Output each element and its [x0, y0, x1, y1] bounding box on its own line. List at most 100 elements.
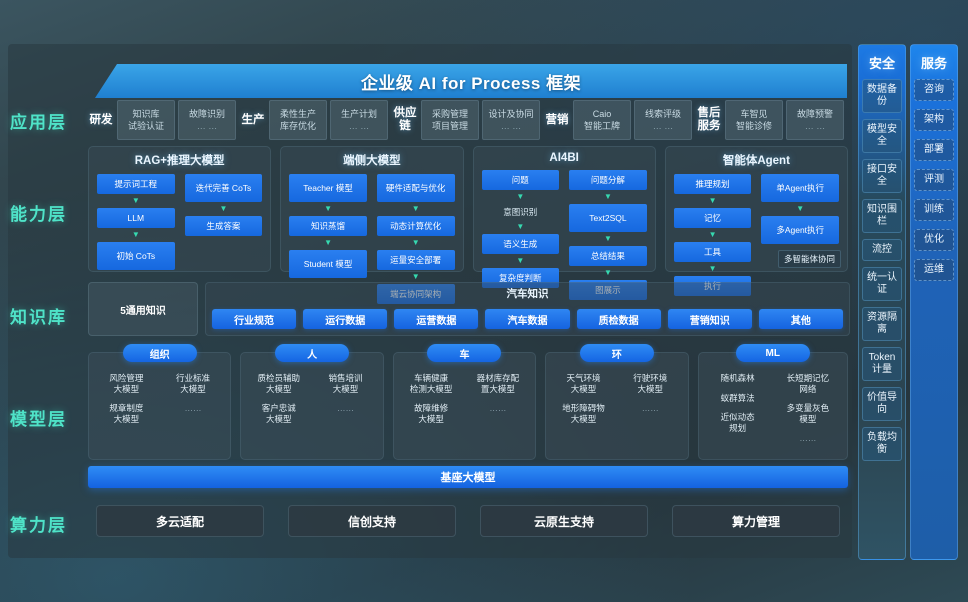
- knowledge-pill[interactable]: 行业规范: [212, 309, 297, 329]
- knowledge-pill[interactable]: 营销知识: [667, 309, 752, 329]
- application-cell-line2: … …: [348, 120, 370, 131]
- model-item[interactable]: 销售培训 大模型: [328, 373, 363, 394]
- model-card-cap[interactable]: 组织: [122, 344, 197, 362]
- model-card-cap[interactable]: 车: [427, 344, 502, 362]
- application-cell[interactable]: 线索评级… …: [634, 100, 692, 140]
- service-item[interactable]: 评测: [914, 169, 954, 191]
- model-item[interactable]: 多变量灰色 模型: [786, 403, 830, 424]
- security-item[interactable]: 知识围栏: [862, 199, 902, 233]
- capability-node[interactable]: 单Agent执行: [761, 174, 839, 202]
- arrow-down-icon: ▼: [796, 204, 805, 213]
- model-item[interactable]: 长短期记忆 网络: [786, 373, 830, 394]
- compute-button[interactable]: 云原生支持: [480, 505, 648, 537]
- model-item[interactable]: 故障维修 大模型: [414, 403, 449, 424]
- compute-button[interactable]: 算力管理: [672, 505, 840, 537]
- application-cell-line1: 设计及协同: [488, 108, 534, 119]
- model-item[interactable]: 地形障碍物 大模型: [562, 403, 605, 424]
- capability-node[interactable]: 语义生成: [481, 234, 560, 254]
- model-item[interactable]: 行驶环境 大模型: [633, 373, 668, 394]
- capability-node[interactable]: 问题: [481, 170, 560, 190]
- application-cell[interactable]: 生产计划… …: [330, 100, 388, 140]
- model-item[interactable]: 器材库存配 置大模型: [476, 373, 520, 394]
- capability-node[interactable]: 推理规划: [673, 174, 752, 194]
- capability-node[interactable]: Student 模型: [289, 250, 367, 278]
- capability-node-plain[interactable]: 意图识别: [503, 207, 538, 217]
- model-item[interactable]: 车辆健康 检测大模型: [409, 373, 453, 394]
- model-item[interactable]: 随机森林: [720, 373, 755, 383]
- security-item[interactable]: 负载均衡: [862, 427, 902, 461]
- service-item[interactable]: 部署: [914, 139, 954, 161]
- knowledge-domain-title: 汽车知识: [506, 288, 549, 300]
- model-item[interactable]: ……: [799, 433, 817, 443]
- service-item[interactable]: 训练: [914, 199, 954, 221]
- application-cell[interactable]: 知识库 试验认证: [117, 100, 175, 140]
- application-cell[interactable]: 车智见 智能诊修: [725, 100, 783, 140]
- capability-card-body: Teacher 模型 ▼ 知识蒸馏 ▼ Student 模型 硬件适配与优化 ▼ 动态计算优化…: [281, 168, 462, 304]
- application-cell[interactable]: 故障预警… …: [786, 100, 844, 140]
- capability-node[interactable]: 总结结果: [569, 246, 647, 266]
- capability-node[interactable]: 工具: [673, 242, 752, 262]
- capability-node[interactable]: 生成答案: [184, 216, 263, 236]
- service-item[interactable]: 咨询: [914, 79, 954, 101]
- knowledge-general-box[interactable]: 5通用知识: [88, 282, 198, 336]
- knowledge-pill[interactable]: 其他: [758, 309, 843, 329]
- capability-node[interactable]: LLM: [97, 208, 175, 228]
- model-item[interactable]: 近似动态 规划: [720, 412, 755, 433]
- application-cell[interactable]: Caio 智能工牌: [573, 100, 631, 140]
- security-item[interactable]: 流控: [862, 239, 902, 261]
- security-item[interactable]: 模型安全: [862, 119, 902, 153]
- base-model-bar[interactable]: 基座大模型: [88, 466, 848, 488]
- application-cell[interactable]: 柔性生产 库存优化: [269, 100, 327, 140]
- model-item[interactable]: ……: [336, 403, 354, 413]
- model-card-cap[interactable]: 环: [579, 344, 654, 362]
- capability-node[interactable]: 动态计算优化: [376, 216, 455, 236]
- arrow-down-icon: ▼: [324, 238, 333, 247]
- knowledge-pill[interactable]: 运营数据: [394, 309, 479, 329]
- knowledge-pill[interactable]: 运行数据: [303, 309, 388, 329]
- capability-node[interactable]: 端云协同架构: [376, 284, 455, 304]
- security-item[interactable]: 接口安全: [862, 159, 902, 193]
- capability-node[interactable]: 图展示: [569, 280, 647, 300]
- application-cell[interactable]: 设计及协同… …: [482, 100, 540, 140]
- service-item[interactable]: 架构: [914, 109, 954, 131]
- model-item[interactable]: ……: [184, 403, 202, 413]
- security-item[interactable]: 价值导向: [862, 387, 902, 421]
- application-cell[interactable]: 故障识别… …: [178, 100, 236, 140]
- model-item[interactable]: 质检员辅助 大模型: [257, 373, 300, 394]
- compute-button[interactable]: 多云适配: [96, 505, 264, 537]
- capability-node[interactable]: 知识蒸馏: [289, 216, 367, 236]
- capability-node[interactable]: 迭代完善 CoTs: [184, 174, 263, 202]
- capability-node[interactable]: 复杂度判断: [481, 268, 560, 288]
- model-item[interactable]: 规章制度 大模型: [109, 403, 144, 424]
- application-cell[interactable]: 采购管理 项目管理: [421, 100, 479, 140]
- security-item[interactable]: 资源隔离: [862, 307, 902, 341]
- capability-node[interactable]: 问题分解: [569, 170, 647, 190]
- model-card-cap[interactable]: ML: [735, 344, 810, 362]
- knowledge-pill[interactable]: 汽车数据: [485, 309, 570, 329]
- capability-node[interactable]: 记忆: [673, 208, 752, 228]
- model-item[interactable]: 风险管理 大模型: [109, 373, 144, 394]
- capability-node[interactable]: 提示词工程: [97, 174, 175, 194]
- model-item[interactable]: 蚁群算法: [720, 392, 755, 403]
- model-item[interactable]: 行业标准 大模型: [176, 373, 211, 394]
- model-item[interactable]: ……: [641, 403, 659, 413]
- capability-node[interactable]: 执行: [673, 276, 752, 296]
- compute-button[interactable]: 信创支持: [288, 505, 456, 537]
- capability-node[interactable]: 初始 CoTs: [97, 242, 175, 270]
- knowledge-pill[interactable]: 质检数据: [576, 309, 661, 329]
- model-card-cap[interactable]: 人: [275, 344, 350, 362]
- model-item[interactable]: 客户忠诚 大模型: [261, 403, 296, 424]
- security-item[interactable]: 统一认证: [862, 267, 902, 301]
- service-item[interactable]: 优化: [914, 229, 954, 251]
- service-item[interactable]: 运维: [914, 259, 954, 281]
- model-item[interactable]: ……: [489, 403, 507, 413]
- capability-card-tag[interactable]: 多智能体协同: [777, 250, 841, 268]
- capability-node[interactable]: Teacher 模型: [289, 174, 367, 202]
- capability-node[interactable]: 硬件适配与优化: [376, 174, 455, 202]
- capability-node[interactable]: Text2SQL: [569, 204, 647, 232]
- security-item[interactable]: Token计量: [862, 347, 902, 381]
- capability-node[interactable]: 运量安全部署: [376, 250, 455, 270]
- model-item[interactable]: 天气环境 大模型: [566, 373, 601, 394]
- capability-node[interactable]: 多Agent执行: [761, 216, 839, 244]
- security-item[interactable]: 数据备份: [862, 79, 902, 113]
